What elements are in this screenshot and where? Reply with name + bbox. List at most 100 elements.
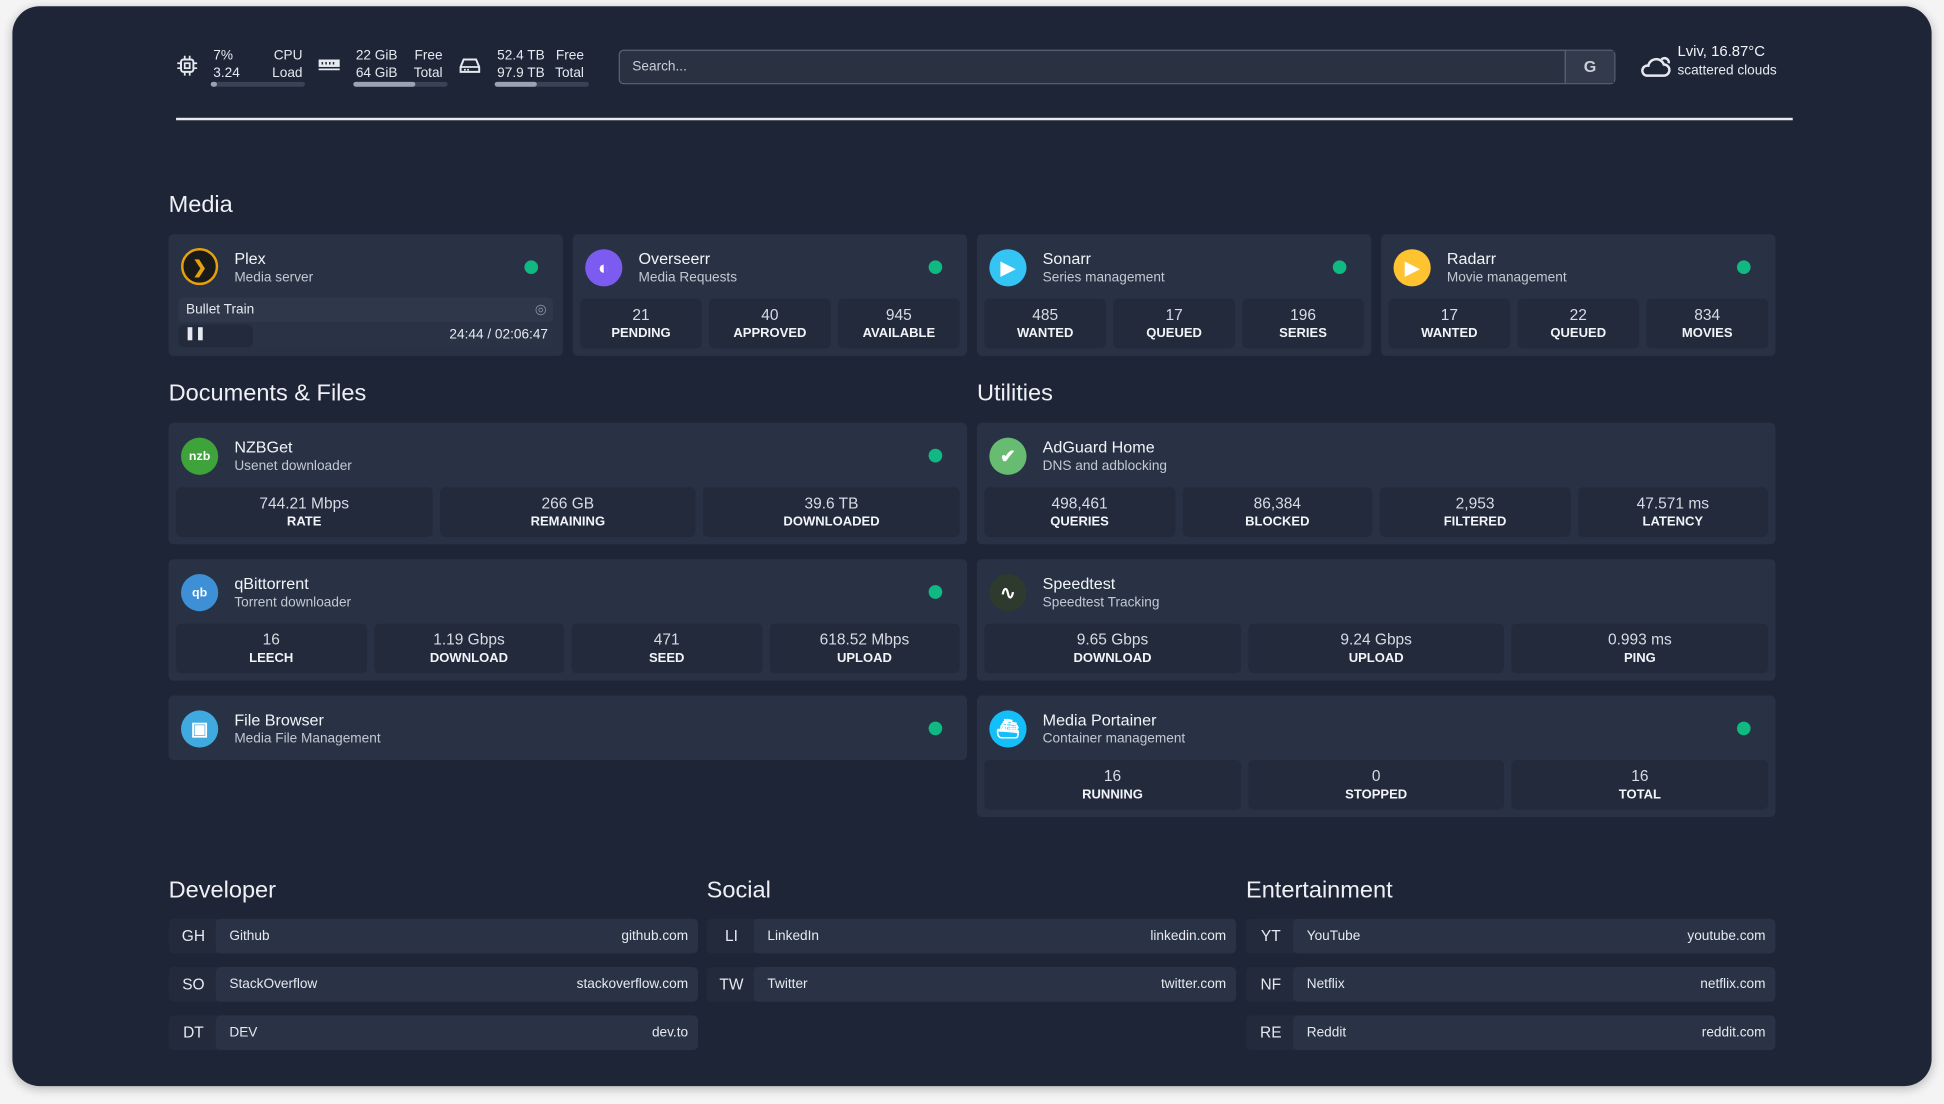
stat-value: 266 GB xyxy=(541,494,595,513)
stat-label: PENDING xyxy=(611,326,671,341)
memory-total: 64 GiB xyxy=(355,65,398,81)
card-subtitle: Container management xyxy=(1042,731,1186,747)
speedtest-card[interactable]: ∿ Speedtest Speedtest Tracking 9.65 Gbps… xyxy=(976,559,1776,681)
stat-approved: 40 APPROVED xyxy=(709,298,831,349)
stat-value: 39.6 TB xyxy=(804,494,859,513)
stat-total: 16 TOTAL xyxy=(1511,759,1768,810)
bookmark-linkedin[interactable]: LI LinkedIn linkedin.com xyxy=(706,918,1237,954)
stat-value: 16 xyxy=(1103,767,1122,785)
stat-value: 0.993 ms xyxy=(1607,631,1672,649)
stat-value: 21 xyxy=(632,306,650,324)
memory-icon xyxy=(318,59,340,71)
stat-label: UPLOAD xyxy=(836,650,892,666)
overseerr-card[interactable]: ◐ Overseerr Media Requests 21 PENDING 40 AP… xyxy=(572,234,968,356)
section-docs-title: Documents & Files xyxy=(168,380,367,407)
total-label: Total xyxy=(555,65,584,81)
stat-label: SERIES xyxy=(1279,326,1327,341)
nzbget-icon: nzb xyxy=(181,437,219,475)
now-playing[interactable]: Bullet Train ◎ xyxy=(178,297,553,323)
nzbget-card[interactable]: nzb NZBGet Usenet downloader 744.21 Mbps… xyxy=(168,422,968,545)
section-entertainment-title: Entertainment xyxy=(1245,877,1393,904)
bookmark-stackoverflow[interactable]: SO StackOverflow stackoverflow.com xyxy=(168,967,699,1002)
bookmark-abbr: TW xyxy=(706,967,757,1002)
bookmark-abbr: YT xyxy=(1245,918,1296,954)
bookmark-youtube[interactable]: YT YouTube youtube.com xyxy=(1245,918,1776,954)
stat-available: 945 AVAILABLE xyxy=(838,298,960,349)
total-label: Total xyxy=(413,65,443,81)
bookmark-link[interactable]: StackOverflow stackoverflow.com xyxy=(215,967,699,1002)
qbittorrent-card[interactable]: qb qBittorrent Torrent downloader 16 LEEC… xyxy=(168,559,968,681)
cloud-icon xyxy=(1641,56,1671,77)
card-subtitle: Series management xyxy=(1042,270,1165,286)
stat-label: APPROVED xyxy=(733,326,807,341)
dashboard-window: 7% 3.24 CPU Load 22 GiB 64 GiB Free Total 52… xyxy=(12,6,1932,1087)
sonarr-card[interactable]: ▶ Sonarr Series management 485 WANTED 17 QU… xyxy=(976,234,1372,356)
status-online-dot xyxy=(928,448,943,463)
bookmark-name: StackOverflow xyxy=(229,976,318,992)
stat-leech: 16 LEECH xyxy=(176,623,367,674)
stat-label: BLOCKED xyxy=(1245,514,1310,530)
speedtest-icon: ∿ xyxy=(989,574,1027,612)
card-subtitle: DNS and adblocking xyxy=(1042,458,1168,474)
search-placeholder: Search... xyxy=(632,59,687,75)
bookmark-link[interactable]: LinkedIn linkedin.com xyxy=(753,918,1237,954)
card-subtitle: Media server xyxy=(234,270,314,286)
card-subtitle: Speedtest Tracking xyxy=(1042,595,1160,610)
bookmark-url: netflix.com xyxy=(1700,976,1766,992)
card-title: Speedtest xyxy=(1042,574,1116,593)
bookmark-dev[interactable]: DT DEV dev.to xyxy=(168,1015,699,1051)
plex-card[interactable]: ❯ Plex Media server Bullet Train ◎ ❚❚ 24:… xyxy=(168,234,563,356)
playback-bar[interactable]: ❚❚ 24:44 / 02:06:47 xyxy=(178,324,553,348)
stat-stopped: 0 STOPPED xyxy=(1248,759,1505,810)
bookmark-link[interactable]: DEV dev.to xyxy=(215,1015,699,1051)
stat-value: 1.19 Gbps xyxy=(433,631,505,649)
status-online-dot xyxy=(524,260,539,274)
free-label: Free xyxy=(555,48,584,64)
stat-label: FILTERED xyxy=(1443,514,1507,530)
filebrowser-card[interactable]: ▣ File Browser Media File Management xyxy=(168,695,968,760)
card-subtitle: Movie management xyxy=(1446,270,1567,286)
cpu-label: CPU xyxy=(273,48,303,64)
stat-download: 9.65 Gbps DOWNLOAD xyxy=(984,623,1241,674)
stat-value: 471 xyxy=(653,631,680,649)
bookmark-link[interactable]: Reddit reddit.com xyxy=(1293,1015,1776,1051)
stat-label: WANTED xyxy=(1016,326,1074,341)
search-input[interactable]: Search... G xyxy=(618,49,1616,85)
portainer-card[interactable]: ⛴ Media Portainer Container management 1… xyxy=(976,695,1776,818)
stream-info-icon[interactable]: ◎ xyxy=(534,302,547,318)
plex-icon: ❯ xyxy=(181,247,219,286)
bookmark-github[interactable]: GH Github github.com xyxy=(168,918,699,954)
radarr-icon: ▶ xyxy=(1393,249,1431,287)
cpu-bar xyxy=(210,81,305,87)
bookmark-twitter[interactable]: TW Twitter twitter.com xyxy=(706,967,1237,1002)
stats-row: 17 WANTED 22 QUEUED 834 MOVIES xyxy=(1388,298,1768,349)
card-subtitle: Media File Management xyxy=(234,731,381,747)
stat-upload: 9.24 Gbps UPLOAD xyxy=(1248,623,1505,674)
bookmark-reddit[interactable]: RE Reddit reddit.com xyxy=(1245,1015,1776,1051)
pause-icon[interactable]: ❚❚ xyxy=(184,327,206,341)
stat-label: UPLOAD xyxy=(1348,650,1404,666)
card-title: Plex xyxy=(234,249,266,268)
bookmark-abbr: SO xyxy=(168,967,219,1002)
stat-label: LEECH xyxy=(249,650,294,666)
stat-value: 16 xyxy=(1631,767,1649,785)
stat-label: DOWNLOAD xyxy=(1073,650,1152,666)
stat-downloaded: 39.6 TB DOWNLOADED xyxy=(703,487,960,537)
bookmark-abbr: NF xyxy=(1245,967,1296,1002)
adguard-card[interactable]: ✔ AdGuard Home DNS and adblocking 498,46… xyxy=(976,422,1776,545)
bookmark-link[interactable]: Github github.com xyxy=(215,918,699,954)
bookmark-link[interactable]: Netflix netflix.com xyxy=(1293,967,1776,1002)
radarr-card[interactable]: ▶ Radarr Movie management 17 WANTED 22 QUEU… xyxy=(1381,234,1776,356)
bookmark-name: Reddit xyxy=(1306,1025,1347,1041)
status-online-dot xyxy=(928,585,943,599)
card-title: Sonarr xyxy=(1042,249,1092,268)
bookmark-name: Twitter xyxy=(767,976,808,992)
bookmark-link[interactable]: Twitter twitter.com xyxy=(753,967,1237,1002)
stat-value: 744.21 Mbps xyxy=(259,494,349,513)
bookmark-netflix[interactable]: NF Netflix netflix.com xyxy=(1245,967,1776,1002)
search-provider-button[interactable]: G xyxy=(1564,50,1615,84)
stat-value: 9.24 Gbps xyxy=(1340,631,1412,649)
bookmark-abbr: GH xyxy=(168,918,219,954)
stat-download: 1.19 Gbps DOWNLOAD xyxy=(373,623,565,674)
bookmark-link[interactable]: YouTube youtube.com xyxy=(1293,918,1776,954)
